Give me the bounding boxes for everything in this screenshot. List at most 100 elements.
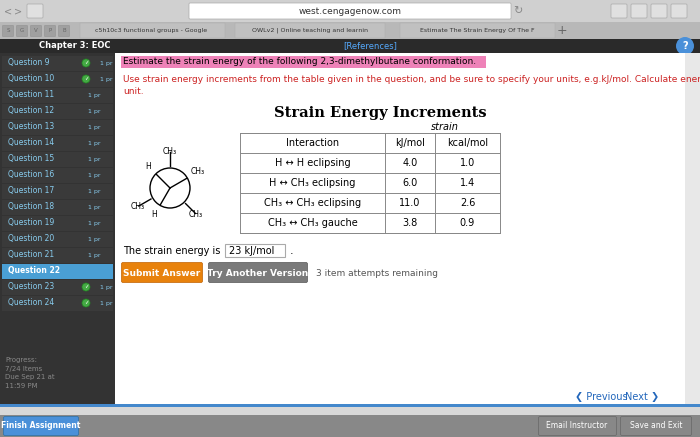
- Text: Question 12: Question 12: [8, 107, 54, 115]
- Text: H ↔ H eclipsing: H ↔ H eclipsing: [274, 158, 350, 168]
- Bar: [2, 152, 113, 167]
- Text: CH₃: CH₃: [190, 167, 205, 177]
- Bar: [2, 200, 113, 215]
- Text: .: .: [290, 246, 293, 256]
- Text: Use strain energy increments from the table given in the question, and be sure t: Use strain energy increments from the ta…: [123, 75, 700, 96]
- Text: 1 pr: 1 pr: [88, 156, 101, 162]
- Text: ?: ?: [682, 41, 688, 51]
- Text: ↻: ↻: [513, 6, 523, 16]
- Text: 1 pr: 1 pr: [88, 188, 101, 194]
- Text: 0.9: 0.9: [460, 218, 475, 228]
- FancyBboxPatch shape: [31, 25, 41, 37]
- Text: 1.4: 1.4: [460, 178, 475, 188]
- Bar: [2, 296, 113, 311]
- Text: CH₃: CH₃: [189, 210, 203, 218]
- Text: Chapter 3: EOC: Chapter 3: EOC: [39, 42, 111, 51]
- Circle shape: [82, 59, 90, 67]
- Bar: [0, 22, 700, 39]
- Text: ✓: ✓: [84, 76, 88, 81]
- Text: ✓: ✓: [84, 301, 88, 305]
- Text: kcal/mol: kcal/mol: [447, 138, 488, 148]
- Text: 1 pr: 1 pr: [88, 141, 101, 146]
- Text: The strain energy is: The strain energy is: [123, 246, 220, 256]
- Text: ✓: ✓: [84, 284, 88, 289]
- Bar: [2, 264, 113, 279]
- Bar: [2, 72, 113, 87]
- Circle shape: [82, 299, 90, 307]
- Text: Question 22: Question 22: [8, 267, 60, 275]
- Text: Estimate the strain energy of the following 2,3-dimethylbutane conformation.: Estimate the strain energy of the follow…: [123, 58, 476, 66]
- Text: Next ❯: Next ❯: [625, 392, 659, 402]
- FancyBboxPatch shape: [671, 4, 687, 18]
- Bar: [0, 0, 700, 22]
- Text: ❮ Previous: ❮ Previous: [575, 392, 628, 402]
- Text: Question 19: Question 19: [8, 218, 55, 228]
- Text: 1 pr: 1 pr: [88, 253, 101, 257]
- Text: strain: strain: [431, 122, 459, 132]
- Text: 1 pr: 1 pr: [88, 173, 101, 177]
- Text: G: G: [20, 28, 24, 34]
- Text: Question 24: Question 24: [8, 298, 55, 308]
- Bar: [2, 232, 113, 247]
- Text: 23 kJ/mol: 23 kJ/mol: [229, 246, 274, 256]
- Text: >: >: [14, 6, 22, 16]
- Text: Question 14: Question 14: [8, 139, 55, 148]
- Text: Strain Energy Increments: Strain Energy Increments: [274, 106, 486, 120]
- Bar: [0, 404, 700, 407]
- Text: Submit Answer: Submit Answer: [123, 268, 201, 277]
- Text: Save and Exit: Save and Exit: [630, 422, 682, 430]
- Bar: [0, 39, 700, 53]
- FancyBboxPatch shape: [209, 263, 307, 282]
- Text: Question 9: Question 9: [8, 59, 50, 67]
- FancyBboxPatch shape: [631, 4, 647, 18]
- Text: Estimate The Strain Energy Of The F: Estimate The Strain Energy Of The F: [420, 28, 535, 33]
- FancyBboxPatch shape: [80, 23, 225, 38]
- Bar: [2, 104, 113, 119]
- Text: Interaction: Interaction: [286, 138, 339, 148]
- Text: 2.6: 2.6: [460, 198, 475, 208]
- Bar: [0, 415, 700, 437]
- Text: +: +: [556, 24, 567, 37]
- FancyBboxPatch shape: [538, 416, 617, 436]
- Text: 1 pr: 1 pr: [100, 76, 113, 81]
- Bar: [2, 280, 113, 295]
- FancyBboxPatch shape: [235, 23, 385, 38]
- Bar: [2, 120, 113, 135]
- FancyBboxPatch shape: [4, 416, 78, 436]
- Text: kJ/mol: kJ/mol: [395, 138, 425, 148]
- Text: Question 21: Question 21: [8, 250, 54, 260]
- Bar: [0, 53, 115, 412]
- Bar: [240, 133, 500, 233]
- Text: CH₃ ↔ CH₃ eclipsing: CH₃ ↔ CH₃ eclipsing: [264, 198, 361, 208]
- Text: 1.0: 1.0: [460, 158, 475, 168]
- Text: 1 pr: 1 pr: [88, 93, 101, 97]
- Text: Question 11: Question 11: [8, 90, 54, 100]
- Bar: [2, 248, 113, 263]
- Text: CH₃: CH₃: [131, 202, 145, 211]
- Text: west.cengagenow.com: west.cengagenow.com: [298, 7, 402, 15]
- FancyBboxPatch shape: [122, 263, 202, 282]
- Text: Try Another Version: Try Another Version: [207, 268, 309, 277]
- Text: B: B: [62, 28, 66, 34]
- FancyBboxPatch shape: [17, 25, 27, 37]
- Text: ✓: ✓: [84, 60, 88, 66]
- Bar: [2, 168, 113, 183]
- Bar: [2, 184, 113, 199]
- Text: Email Instructor: Email Instructor: [547, 422, 608, 430]
- Bar: [121, 56, 486, 68]
- Text: [References]: [References]: [343, 42, 397, 51]
- Text: <: <: [4, 6, 12, 16]
- FancyBboxPatch shape: [651, 4, 667, 18]
- Text: Question 20: Question 20: [8, 235, 55, 243]
- FancyBboxPatch shape: [611, 4, 627, 18]
- Text: 6.0: 6.0: [402, 178, 418, 188]
- Text: 3 item attempts remaining: 3 item attempts remaining: [316, 268, 438, 277]
- Text: 1 pr: 1 pr: [100, 284, 113, 289]
- Text: Finish Assignment: Finish Assignment: [1, 422, 81, 430]
- Text: CH₃ ↔ CH₃ gauche: CH₃ ↔ CH₃ gauche: [267, 218, 358, 228]
- Text: S: S: [6, 28, 10, 34]
- Text: c5h10c3 functional groups - Google: c5h10c3 functional groups - Google: [95, 28, 209, 33]
- Bar: [115, 53, 685, 412]
- Bar: [2, 88, 113, 103]
- Circle shape: [676, 37, 694, 55]
